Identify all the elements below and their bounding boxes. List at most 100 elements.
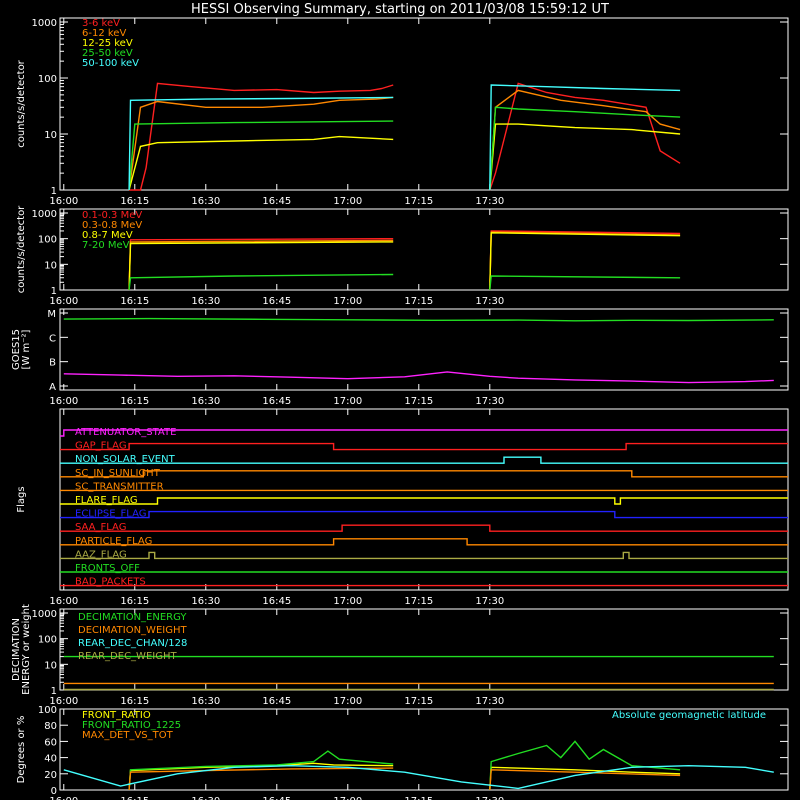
panel-2-ylabel: counts/s/detector — [16, 205, 27, 293]
x-tick-label: 16:15 — [120, 596, 149, 607]
y-tick-label: 1000 — [32, 209, 57, 220]
flag-label: NON_SOLAR_EVENT — [75, 454, 176, 465]
x-tick-label: 17:15 — [404, 696, 433, 707]
flag-line — [60, 538, 788, 546]
x-tick-label: 16:00 — [49, 196, 78, 207]
x-tick-label: 16:30 — [191, 196, 220, 207]
x-tick-label: 16:45 — [262, 396, 291, 407]
y-tick-label: C — [49, 333, 56, 344]
panel-4-ylabel: Flags — [16, 486, 27, 512]
panel-2-series — [489, 230, 681, 291]
x-tick-label: 16:45 — [262, 796, 291, 800]
legend-entry: REAR_DEC_CHAN/128 — [78, 638, 187, 649]
legend-entry: MAX_DET_VS_TOT — [82, 730, 174, 741]
panel-1-series — [489, 106, 681, 191]
x-tick-label: 17:00 — [333, 696, 362, 707]
flag-label: PARTICLE_FLAG — [75, 536, 152, 547]
flag-label: SC_IN_SUNLIGHT — [75, 468, 161, 479]
x-tick-label: 16:00 — [49, 796, 78, 800]
x-tick-label: 17:00 — [333, 296, 362, 307]
panel-1-frame: 16:00 16:15 16:30 16:45 17:00 17:15 17:30 — [49, 17, 789, 207]
panel-3-ylabel: [W m⁻²] — [21, 329, 32, 369]
x-tick-label: 16:15 — [120, 396, 149, 407]
x-tick-label: 17:30 — [475, 396, 504, 407]
x-tick-label: 17:00 — [333, 796, 362, 800]
x-tick-label: 17:30 — [475, 296, 504, 307]
legend-entry: 0.3-0.8 MeV — [82, 220, 142, 231]
panel-3-frame: 16:00 16:15 16:30 16:45 17:00 17:15 17:30 — [49, 308, 789, 407]
x-tick-label: 16:45 — [262, 596, 291, 607]
legend-entry: 6-12 keV — [82, 28, 126, 39]
x-tick-label: 16:30 — [191, 596, 220, 607]
x-tick-label: 17:00 — [333, 396, 362, 407]
panel-6-border — [59, 708, 789, 791]
flag-label: FLARE_FLAG — [75, 495, 138, 506]
flag-label: ATTENUATOR_STATE — [75, 427, 176, 438]
x-tick-label: 17:30 — [475, 196, 504, 207]
flag-line — [60, 442, 788, 451]
y-tick-label: 1 — [51, 186, 57, 197]
flag-label: SC_TRANSMITTER — [75, 481, 164, 492]
panel-6-ylabel: Degrees or % — [16, 716, 27, 784]
x-tick-label: 16:45 — [262, 296, 291, 307]
panel-2-series — [128, 239, 394, 291]
x-tick-label: 16:15 — [120, 796, 149, 800]
panel-1-series — [489, 84, 681, 191]
x-tick-label: 17:15 — [404, 596, 433, 607]
x-tick-label: 16:15 — [120, 196, 149, 207]
panel-4-border — [59, 408, 789, 591]
flag-label: SAA_FLAG — [75, 522, 126, 533]
panel-6-series — [128, 767, 394, 791]
x-tick-label: 16:30 — [191, 796, 220, 800]
panel-1-series — [489, 89, 681, 191]
x-tick-label: 16:00 — [49, 596, 78, 607]
y-tick-label: 60 — [44, 737, 57, 748]
x-tick-label: 16:00 — [49, 696, 78, 707]
y-tick-label: 1 — [51, 686, 57, 697]
panel-1-border — [59, 17, 789, 191]
panel-3-series — [63, 317, 774, 322]
y-tick-label: 100 — [38, 705, 57, 716]
x-tick-label: 17:15 — [404, 396, 433, 407]
panel-2-series — [489, 231, 681, 291]
y-tick-label: 1000 — [32, 609, 57, 620]
y-tick-label: 1000 — [32, 18, 57, 29]
flag-label: GAP_FLAG — [75, 441, 127, 452]
y-tick-label: 0 — [51, 786, 57, 797]
panel-6-series — [489, 769, 681, 791]
legend-entry: FRONT_RATIO_1225 — [82, 720, 181, 731]
legend-entry: DECIMATION_WEIGHT — [78, 625, 187, 636]
panel-4-frame: 16:00 16:15 16:30 16:45 17:00 17:15 17:30 — [49, 408, 789, 607]
legend-entry: REAR_DEC_WEIGHT — [78, 651, 177, 662]
panel-6-series — [128, 750, 394, 791]
x-tick-label: 16:30 — [191, 396, 220, 407]
panel-2-series — [128, 273, 394, 291]
panel-6-frame: 16:00 16:15 16:30 16:45 17:00 17:15 17:30 — [49, 708, 789, 800]
legend-entry: 12-25 keV — [82, 38, 133, 49]
panel-2-series — [489, 275, 681, 291]
chart-title: HESSI Observing Summary, starting on 201… — [191, 2, 609, 17]
flag-line — [60, 497, 788, 505]
annotation-label: Absolute geomagnetic latitude — [612, 710, 766, 721]
y-tick-label: 40 — [44, 754, 57, 765]
panel-3-ylabel: GOES15 — [11, 329, 22, 370]
legend-entry: DECIMATION_ENERGY — [78, 612, 187, 623]
flag-line — [60, 470, 788, 478]
y-tick-label: 100 — [38, 635, 57, 646]
panel-1-series — [128, 96, 394, 191]
y-tick-label: 80 — [44, 721, 57, 732]
x-tick-label: 17:15 — [404, 296, 433, 307]
x-tick-label: 17:00 — [333, 196, 362, 207]
legend-entry: 50-100 keV — [82, 58, 139, 69]
x-tick-label: 16:30 — [191, 296, 220, 307]
y-tick-label: 10 — [44, 660, 57, 671]
x-tick-label: 17:00 — [333, 596, 362, 607]
flag-line — [60, 510, 788, 519]
panel-6-series — [489, 740, 681, 791]
x-tick-label: 17:30 — [475, 596, 504, 607]
panel-2-frame: 16:00 16:15 16:30 16:45 17:00 17:15 17:30 — [49, 208, 789, 307]
x-tick-label: 16:00 — [49, 396, 78, 407]
panel-1-series — [128, 96, 394, 191]
y-tick-label: M — [47, 309, 56, 320]
